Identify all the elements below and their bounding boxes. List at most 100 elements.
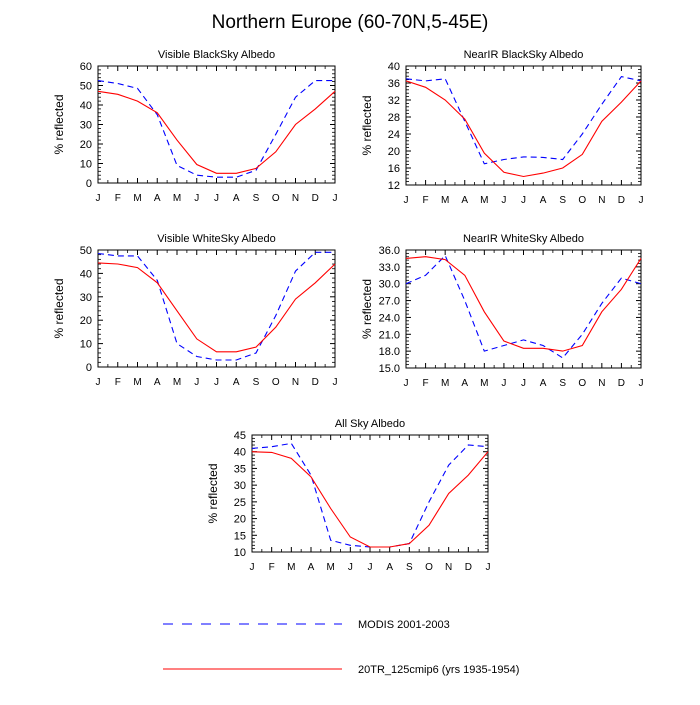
panel-2: NearIR BlackSky Albedo J F M A M J J A S O N D J 12 16 2…	[360, 49, 644, 206]
x-tick-label: F	[115, 193, 121, 204]
x-tick-label: A	[540, 378, 547, 389]
y-tick-label: 24.0	[379, 312, 400, 324]
x-tick-label: J	[404, 195, 409, 206]
legend: MODIS 2001-2003 20TR_125cmip6 (yrs 1935-1…	[163, 619, 519, 676]
y-axis-label: % reflected	[206, 463, 220, 523]
panel-title: All Sky Albedo	[335, 418, 405, 430]
y-tick-label: 0	[86, 178, 92, 190]
x-tick-label: J	[639, 195, 644, 206]
x-tick-label: M	[173, 377, 181, 388]
x-tick-label: D	[312, 193, 319, 204]
x-tick-label: J	[96, 193, 101, 204]
y-tick-label: 10	[80, 159, 92, 171]
y-tick-label: 10	[80, 339, 92, 351]
x-tick-label: N	[445, 562, 452, 573]
y-tick-label: 24	[388, 129, 400, 141]
y-tick-label: 20	[388, 146, 400, 158]
y-tick-label: 40	[234, 447, 246, 459]
x-tick-label: O	[272, 193, 280, 204]
series-line-modis	[251, 442, 489, 548]
x-tick-label: M	[173, 193, 181, 204]
x-tick-label: D	[618, 378, 625, 389]
x-tick-label: A	[308, 562, 315, 573]
x-tick-label: A	[386, 562, 393, 573]
x-tick-label: O	[425, 562, 433, 573]
y-tick-label: 60	[80, 61, 92, 73]
panel-title: Visible WhiteSky Albedo	[157, 233, 275, 245]
y-tick-label: 30	[234, 480, 246, 492]
x-tick-label: J	[194, 377, 199, 388]
y-tick-label: 20	[80, 139, 92, 151]
x-tick-label: M	[480, 378, 488, 389]
series-line-modis	[97, 80, 335, 178]
y-tick-label: 0	[86, 362, 92, 374]
x-tick-label: J	[333, 193, 338, 204]
series-line-model	[405, 80, 642, 178]
x-tick-label: J	[521, 378, 526, 389]
y-tick-label: 12	[388, 180, 400, 192]
x-tick-label: N	[292, 193, 299, 204]
x-tick-label: S	[406, 562, 413, 573]
x-tick-label: J	[250, 562, 255, 573]
x-tick-label: M	[441, 195, 449, 206]
x-tick-label: M	[441, 378, 449, 389]
x-tick-label: N	[598, 195, 605, 206]
x-tick-label: J	[214, 193, 219, 204]
x-tick-label: J	[333, 377, 338, 388]
x-tick-label: F	[423, 195, 429, 206]
x-tick-label: M	[480, 195, 488, 206]
panel-4: NearIR WhiteSky Albedo J F M A M J J A S O N D J 15.0 1…	[360, 233, 644, 389]
y-tick-label: 21.0	[379, 329, 400, 341]
y-tick-label: 28	[388, 112, 400, 124]
plot-frame	[405, 65, 642, 186]
x-tick-label: A	[461, 195, 468, 206]
y-tick-label: 20	[80, 315, 92, 327]
y-tick-label: 33.0	[379, 262, 400, 274]
y-tick-label: 45	[234, 430, 246, 442]
y-tick-label: 25	[234, 497, 246, 509]
x-tick-label: S	[253, 193, 260, 204]
panel-title: NearIR BlackSky Albedo	[464, 49, 584, 61]
y-tick-label: 50	[80, 81, 92, 93]
y-axis-label: % reflected	[360, 279, 374, 339]
x-tick-label: M	[287, 562, 295, 573]
x-tick-label: F	[115, 377, 121, 388]
x-tick-label: J	[521, 195, 526, 206]
x-tick-label: O	[272, 377, 280, 388]
y-tick-label: 15	[234, 530, 246, 542]
figure-title: Northern Europe (60-70N,5-45E)	[211, 12, 489, 33]
plot-frame	[251, 434, 489, 553]
plot-frame	[97, 65, 336, 184]
x-tick-label: S	[559, 378, 566, 389]
y-tick-label: 32	[388, 95, 400, 107]
x-tick-label: A	[461, 378, 468, 389]
x-tick-label: J	[639, 378, 644, 389]
y-tick-label: 50	[80, 245, 92, 257]
x-tick-label: N	[598, 378, 605, 389]
x-tick-label: D	[465, 562, 472, 573]
x-tick-label: J	[486, 562, 491, 573]
series-line-model	[97, 90, 336, 174]
y-tick-label: 15.0	[379, 363, 400, 375]
series-line-model	[405, 256, 642, 352]
x-tick-label: J	[194, 193, 199, 204]
y-tick-label: 30	[80, 292, 92, 304]
x-tick-label: J	[96, 377, 101, 388]
y-tick-label: 20	[234, 514, 246, 526]
y-axis-label: % reflected	[52, 94, 66, 154]
series-line-modis	[97, 251, 335, 361]
x-tick-label: O	[578, 195, 586, 206]
y-tick-label: 40	[80, 268, 92, 280]
x-tick-label: S	[559, 195, 566, 206]
x-tick-label: M	[133, 377, 141, 388]
x-tick-label: J	[368, 562, 373, 573]
x-tick-label: A	[154, 193, 161, 204]
x-tick-label: N	[292, 377, 299, 388]
y-tick-label: 27.0	[379, 296, 400, 308]
x-tick-label: J	[501, 378, 506, 389]
